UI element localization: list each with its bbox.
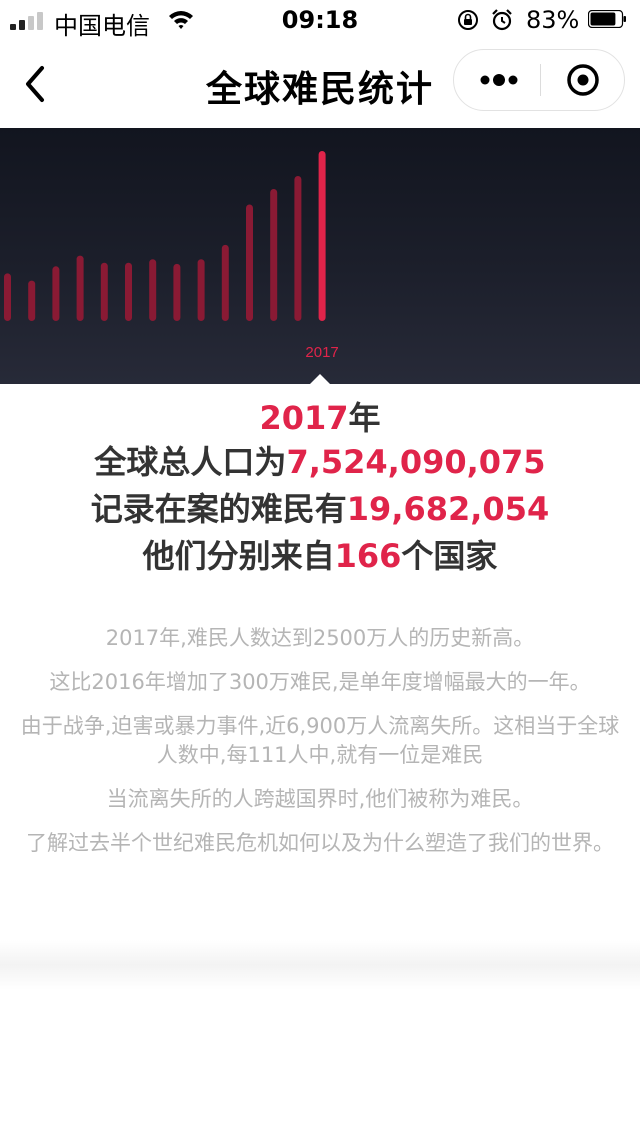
navigation-bar: 全球难民统计 xyxy=(0,40,640,128)
alarm-icon xyxy=(492,9,512,31)
chart-bar[interactable] xyxy=(197,259,205,321)
refugees-label: 记录在案的难民有 xyxy=(90,490,347,528)
battery-percentage: 83% xyxy=(526,6,580,34)
population-value: 7,524,090,075 xyxy=(286,443,546,481)
refugee-trend-chart[interactable]: 2017 xyxy=(0,128,640,384)
chart-year-label: 2017 xyxy=(305,344,338,361)
chart-bar[interactable] xyxy=(173,263,181,321)
description-paragraph: 由于战争,迫害或暴力事件,近6,900万人流离失所。这相当于全球人数中,每111… xyxy=(20,714,620,767)
status-bar: 中国电信 09:18 83% xyxy=(0,0,640,40)
capsule-divider xyxy=(540,64,541,96)
bottom-fade xyxy=(0,940,640,990)
chart-pointer-triangle xyxy=(310,374,330,384)
stats-summary: 2017年 全球总人口为7,524,090,075 记录在案的难民有19,682… xyxy=(0,396,640,581)
chart-bar-highlighted[interactable] xyxy=(318,151,326,321)
population-label: 全球总人口为 xyxy=(94,443,287,481)
stats-refugees-line: 记录在案的难民有19,682,054 xyxy=(0,487,640,531)
status-time: 09:18 xyxy=(281,6,359,34)
battery-icon xyxy=(588,10,626,28)
signal-strength-icon xyxy=(10,10,50,30)
stats-countries-line: 他们分别来自166个国家 xyxy=(0,534,640,578)
chart-bar[interactable] xyxy=(246,204,253,322)
rotation-lock-icon xyxy=(458,10,478,30)
circle-target-icon[interactable] xyxy=(541,50,625,110)
description-paragraph: 2017年,难民人数达到2500万人的历史新高。 xyxy=(105,626,535,650)
stats-population-line: 全球总人口为7,524,090,075 xyxy=(0,440,640,484)
page-title: 全球难民统计 xyxy=(205,69,434,110)
refugees-value: 19,682,054 xyxy=(346,490,550,528)
countries-suffix: 个国家 xyxy=(401,537,498,575)
description-paragraph: 了解过去半个世纪难民危机如何以及为什么塑造了我们的世界。 xyxy=(26,831,614,855)
stats-year-line: 2017年 xyxy=(0,396,640,440)
countries-value: 166 xyxy=(334,537,402,575)
chart-bar[interactable] xyxy=(28,280,36,321)
wifi-icon xyxy=(169,11,193,29)
chart-bar[interactable] xyxy=(4,273,11,321)
chart-bar[interactable] xyxy=(52,266,60,321)
chart-bar[interactable] xyxy=(221,244,229,321)
chart-bar[interactable] xyxy=(270,189,278,321)
stats-year-suffix: 年 xyxy=(348,399,381,437)
chart-bar[interactable] xyxy=(149,259,157,321)
more-dots-icon[interactable] xyxy=(454,50,540,110)
countries-prefix: 他们分别来自 xyxy=(142,537,335,575)
bar-chart: 2017 xyxy=(4,151,339,361)
chart-bar[interactable] xyxy=(76,255,84,321)
description-paragraph: 这比2016年增加了300万难民,是单年度增幅最大的一年。 xyxy=(49,670,591,694)
chart-bar[interactable] xyxy=(294,176,302,321)
carrier-name: 中国电信 xyxy=(54,12,150,40)
chart-bar[interactable] xyxy=(125,262,132,321)
back-chevron-icon[interactable] xyxy=(16,60,52,108)
chart-bar[interactable] xyxy=(100,262,108,321)
description-paragraph: 当流离失所的人跨越国界时,他们被称为难民。 xyxy=(106,787,534,811)
description: 2017年,难民人数达到2500万人的历史新高。 这比2016年增加了300万难… xyxy=(20,624,620,873)
miniprogram-capsule xyxy=(453,49,625,111)
stats-year: 2017 xyxy=(259,399,349,437)
